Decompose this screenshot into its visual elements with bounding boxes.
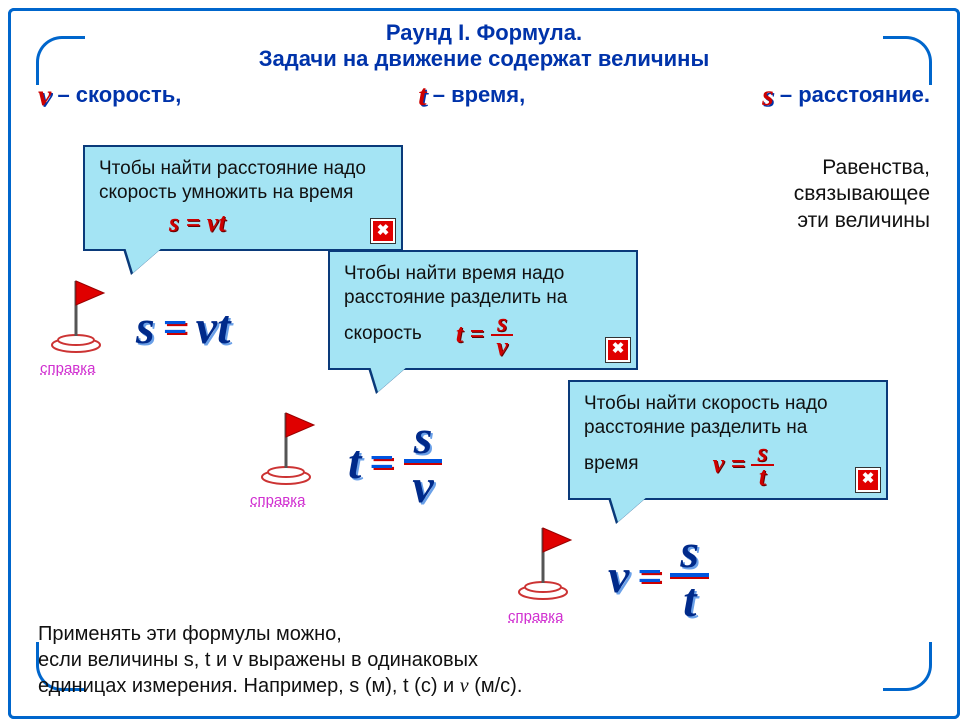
help-link-1[interactable]: справка xyxy=(40,360,96,377)
flag-icon xyxy=(46,273,106,353)
var-s-symbol: s xyxy=(762,79,774,113)
big-formula-v: v = s t xyxy=(608,532,709,622)
callout-time: Чтобы найти время надо расстояние раздел… xyxy=(328,250,638,370)
heading-line2: Задачи на движение содержат величины xyxy=(28,46,940,72)
big-formula-s: s = vt xyxy=(136,300,230,355)
big-formula-t: t = s v xyxy=(348,418,444,508)
var-v-symbol: v xyxy=(38,79,51,113)
flag-icon xyxy=(513,520,573,600)
side-note: Равенства, связывающее эти величины xyxy=(794,155,930,234)
variables-row: v – скорость, t – время, s – расстояние. xyxy=(28,79,940,113)
slide-content: Раунд I. Формула. Задачи на движение сод… xyxy=(28,20,940,707)
close-icon[interactable] xyxy=(856,468,880,492)
var-t-symbol: t xyxy=(418,79,426,113)
callout-distance: Чтобы найти расстояние надо скорость умн… xyxy=(83,145,403,251)
callout-distance-text: Чтобы найти расстояние надо скорость умн… xyxy=(99,157,387,205)
callout-distance-formula: s = vt xyxy=(169,207,226,240)
help-link-2[interactable]: справка xyxy=(250,492,306,509)
var-s: s – расстояние. xyxy=(762,79,930,113)
bottom-note: Применять эти формулы можно, если величи… xyxy=(38,621,522,699)
close-icon[interactable] xyxy=(606,338,630,362)
var-t: t – время, xyxy=(418,79,525,113)
close-icon[interactable] xyxy=(371,219,395,243)
heading-line1: Раунд I. Формула. xyxy=(28,20,940,46)
callout-speed: Чтобы найти скорость надо расстояние раз… xyxy=(568,380,888,500)
callout-speed-formula: v = s t xyxy=(713,442,774,488)
flag-icon xyxy=(256,405,316,485)
var-v: v – скорость, xyxy=(38,79,181,113)
callout-time-text: Чтобы найти время надо расстояние раздел… xyxy=(344,262,622,310)
callout-speed-text: Чтобы найти скорость надо расстояние раз… xyxy=(584,392,872,440)
callout-time-formula: t = s v xyxy=(456,312,514,358)
